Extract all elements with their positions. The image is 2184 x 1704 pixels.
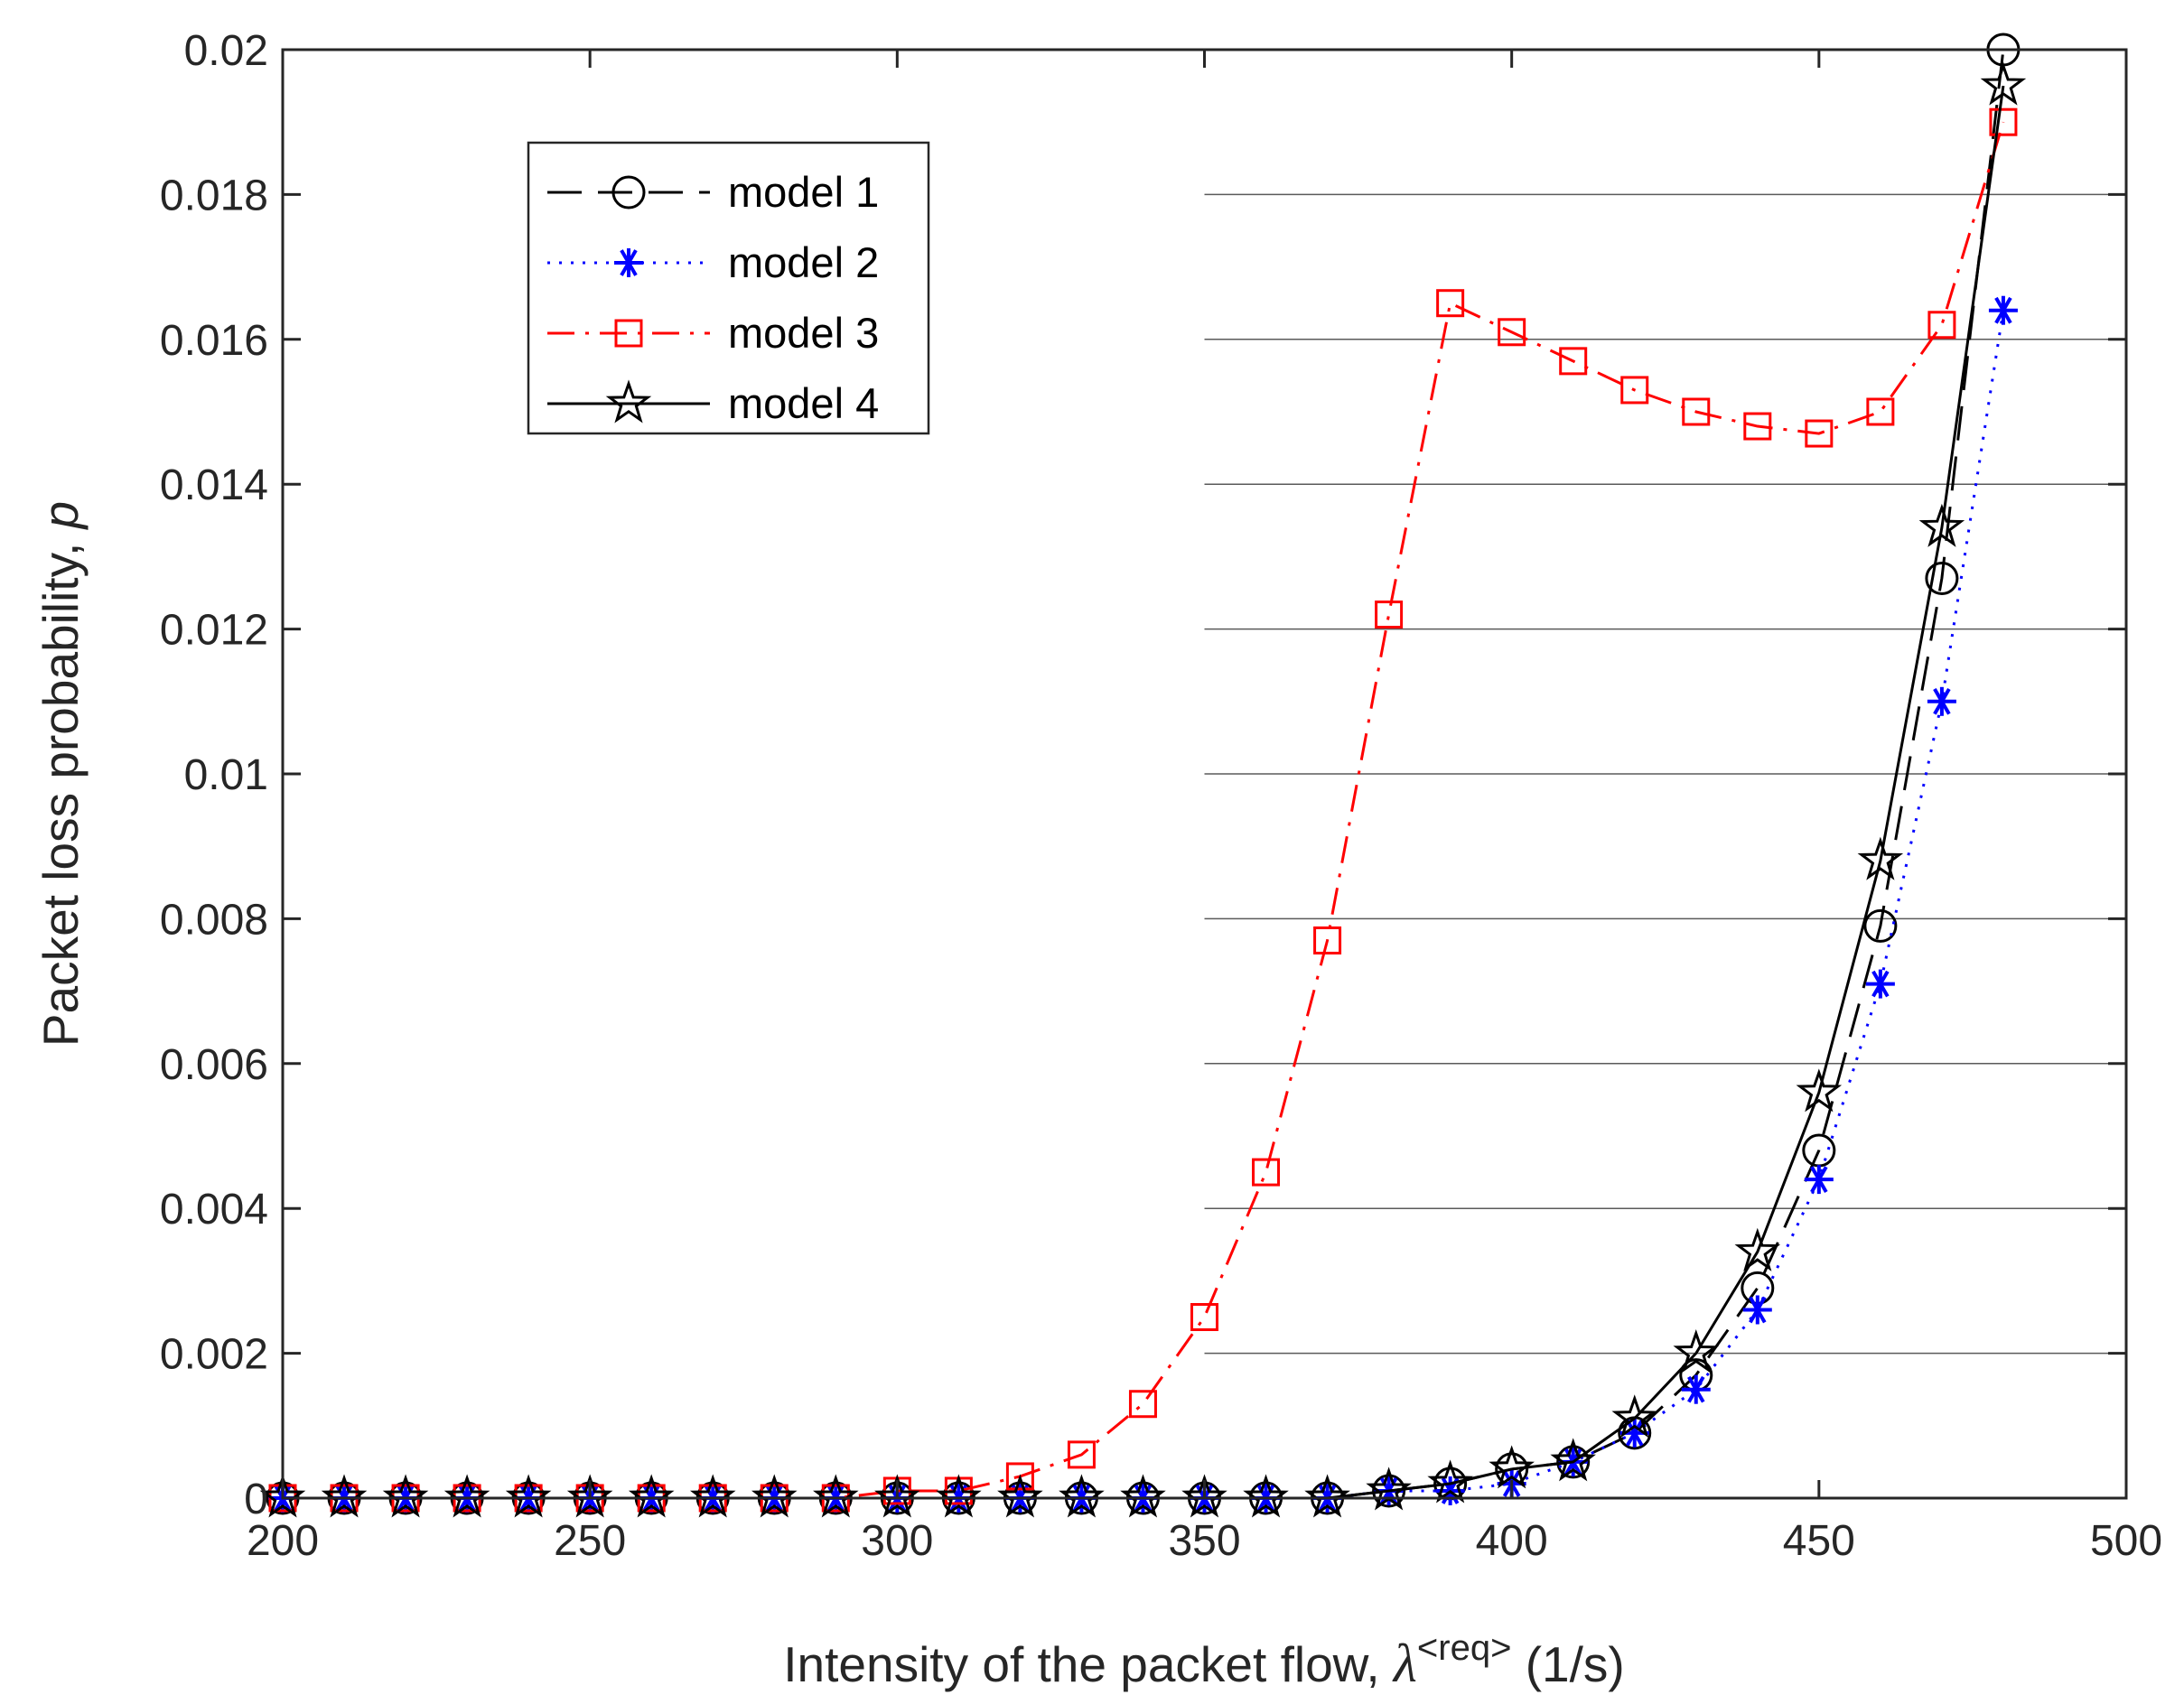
x-tick-label: 200 xyxy=(247,1517,319,1565)
legend-entry: model 2 xyxy=(547,238,879,286)
data-point xyxy=(443,1474,490,1518)
data-point xyxy=(1375,601,1404,629)
data-point xyxy=(1550,1438,1596,1482)
legend-marker xyxy=(605,379,652,424)
y-tick-label: 0.004 xyxy=(160,1186,268,1234)
y-axis-label: Packet loss probability, p xyxy=(33,501,89,1047)
x-tick-labels: 200 250 300 350 400 450 500 xyxy=(247,1517,2162,1565)
data-point xyxy=(1673,1329,1720,1373)
legend-label: model 1 xyxy=(728,168,879,216)
data-point xyxy=(1120,1474,1166,1518)
legend-entry: model 1 xyxy=(547,168,879,216)
data-point xyxy=(1489,1445,1535,1489)
y-tick-label: 0.008 xyxy=(160,896,268,944)
x-tick-label: 500 xyxy=(2090,1517,2162,1565)
legend-entry: model 3 xyxy=(547,309,879,357)
data-point xyxy=(1243,1474,1289,1518)
data-point xyxy=(321,1474,368,1518)
data-point xyxy=(1059,1474,1105,1518)
legend-label: model 3 xyxy=(728,309,879,357)
data-point xyxy=(566,1474,613,1518)
data-point xyxy=(997,1474,1043,1518)
data-point xyxy=(1682,397,1711,426)
y-tick-label: 0.014 xyxy=(160,461,268,509)
data-point xyxy=(1988,295,2018,325)
data-point xyxy=(1304,1474,1350,1518)
data-point xyxy=(1128,1390,1157,1419)
data-point xyxy=(1556,1445,1591,1479)
legend-label: model 2 xyxy=(728,238,879,286)
data-point xyxy=(1498,318,1526,347)
data-point xyxy=(936,1474,982,1518)
data-point xyxy=(1611,1394,1658,1439)
x-tick-label: 450 xyxy=(1783,1517,1855,1565)
x-tick-label: 300 xyxy=(861,1517,933,1565)
data-point xyxy=(1918,503,1965,547)
data-point xyxy=(1804,1165,1834,1195)
y-tick-label: 0.01 xyxy=(184,751,268,799)
data-point xyxy=(874,1474,920,1518)
legend-entry: model 4 xyxy=(547,379,879,427)
data-point xyxy=(1372,1474,1406,1508)
data-point xyxy=(1742,1295,1772,1325)
data-point xyxy=(1559,347,1588,376)
y-tick-label: 0.006 xyxy=(160,1041,268,1089)
legend-marker xyxy=(614,319,643,348)
axis-ticks xyxy=(281,48,2128,1500)
x-tick-label: 400 xyxy=(1476,1517,1548,1565)
y-tick-label: 0.018 xyxy=(160,172,268,219)
data-point xyxy=(751,1474,798,1518)
data-point xyxy=(1067,1440,1096,1469)
data-point xyxy=(813,1474,859,1518)
data-point xyxy=(1427,1459,1473,1504)
data-point xyxy=(1436,289,1465,318)
data-point xyxy=(1181,1474,1227,1518)
legend-marker xyxy=(611,175,646,210)
x-axis-label: Intensity of the packet flow, λ<req> (1/… xyxy=(783,1628,1624,1693)
legend-label: model 4 xyxy=(728,379,879,427)
legend-box xyxy=(527,141,930,435)
data-point xyxy=(1863,908,1898,943)
data-point xyxy=(1313,926,1342,954)
data-point xyxy=(1743,412,1772,441)
data-point xyxy=(1865,969,1895,999)
y-tick-label: 0.012 xyxy=(160,607,268,655)
y-tick-label: 0.016 xyxy=(160,317,268,365)
data-point xyxy=(1734,1227,1781,1271)
data-point xyxy=(505,1474,552,1518)
y-tick-labels: 0 0.002 0.004 0.006 0.008 0.01 0.012 0.014 0.016… xyxy=(160,27,268,1523)
data-point xyxy=(1927,311,1956,340)
y-tick-label: 0 xyxy=(244,1476,268,1523)
data-point xyxy=(1005,1462,1034,1491)
legend-marker xyxy=(614,248,643,277)
data-point xyxy=(1252,1158,1281,1187)
data-point xyxy=(1796,1068,1843,1113)
data-point xyxy=(1857,836,1904,880)
data-point xyxy=(1681,1374,1711,1404)
data-point xyxy=(1925,561,1959,595)
data-point xyxy=(1190,1303,1218,1331)
data-point xyxy=(689,1474,736,1518)
data-point xyxy=(1805,419,1834,448)
x-tick-label: 250 xyxy=(554,1517,626,1565)
data-point xyxy=(1927,686,1956,716)
data-point xyxy=(1989,107,2018,136)
data-point xyxy=(1980,61,2027,106)
data-point xyxy=(259,1474,306,1518)
data-point xyxy=(628,1474,675,1518)
y-tick-label: 0.02 xyxy=(184,27,268,75)
legend: model 1 model 2 model 3 model 4 xyxy=(527,141,930,435)
data-point xyxy=(382,1474,429,1518)
x-tick-label: 350 xyxy=(1168,1517,1240,1565)
data-point xyxy=(1866,397,1895,426)
y-tick-label: 0.002 xyxy=(160,1331,268,1379)
data-point xyxy=(1620,376,1649,405)
